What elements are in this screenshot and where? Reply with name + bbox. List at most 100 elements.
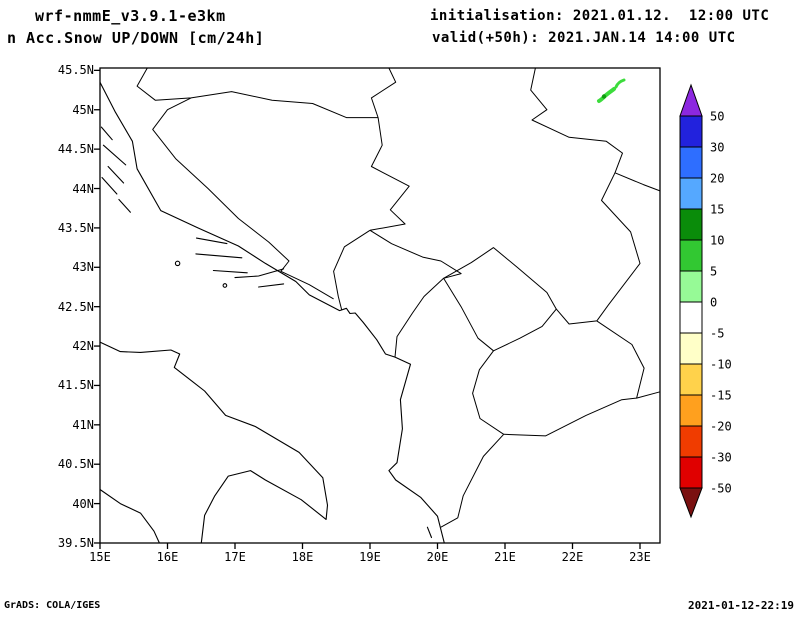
- lon-tick-label: 19E: [359, 550, 381, 564]
- colorbar-level-label: 15: [710, 203, 724, 217]
- lat-tick-label: 41.5N: [57, 378, 94, 393]
- colorbar-level-label: 10: [710, 234, 724, 248]
- map-frame: [99, 67, 661, 544]
- island-outline: [426, 526, 433, 539]
- island-outline: [100, 126, 113, 141]
- coastline-italy-tyrrhenian: [99, 489, 160, 544]
- coastline-east-adriatic: [99, 81, 445, 544]
- lon-tick-label: 15E: [89, 550, 111, 564]
- snow-accumulation-feature: [597, 78, 626, 103]
- colorbar-segment: [679, 363, 703, 396]
- lat-tick-label: 42.5N: [57, 299, 94, 314]
- island-outline: [102, 144, 127, 166]
- island-outline: [118, 198, 131, 213]
- border-serbia-bulgaria: [596, 172, 641, 322]
- colorbar: 50 30 20 15 10 5 0 -5 -10 -15 -20 -30 -50: [676, 80, 766, 530]
- map-plot: [94, 67, 661, 549]
- lat-tick-label: 41N: [72, 417, 94, 432]
- colorbar-level-label: 0: [710, 296, 717, 310]
- island-outline: [174, 260, 181, 267]
- colorbar-segment: [679, 456, 703, 489]
- lon-tick-label: 21E: [494, 550, 516, 564]
- colorbar-arrow-top: [679, 83, 703, 117]
- border-croatia-bosnia-west: [152, 97, 334, 300]
- colorbar-segment: [679, 332, 703, 365]
- snow-area-core: [601, 94, 607, 99]
- colorbar-segment: [679, 301, 703, 334]
- colorbar-level-label: -10: [710, 358, 732, 372]
- snow-area-light: [597, 87, 616, 103]
- adriatic-islands: [100, 126, 433, 539]
- border-serbia-montenegro: [369, 229, 462, 279]
- island-outline: [222, 283, 228, 288]
- border-macedonia-bulgaria: [596, 320, 645, 399]
- lon-tick-marks: [99, 543, 641, 549]
- border-albania-greece: [440, 433, 505, 528]
- lon-tick-label: 22E: [561, 550, 584, 564]
- lat-tick-label: 40.5N: [57, 457, 94, 472]
- colorbar-segment: [679, 115, 703, 148]
- colorbar-level-label: -5: [710, 327, 724, 341]
- grads-credit: GrADS: COLA/IGES: [4, 600, 101, 611]
- colorbar-segment: [679, 177, 703, 210]
- colorbar-arrow-bottom: [679, 487, 703, 519]
- border-drina: [369, 117, 410, 231]
- model-title: wrf-nmmE_v3.9.1-e3km: [35, 7, 226, 25]
- colorbar-segment: [679, 270, 703, 303]
- lat-tick-label: 43N: [72, 260, 94, 275]
- colorbar-segment: [679, 146, 703, 179]
- island-outline: [195, 253, 243, 259]
- lat-tick-label: 39.5N: [57, 535, 94, 550]
- colorbar-level-label: -20: [710, 420, 732, 434]
- lat-tick-label: 42N: [72, 339, 94, 354]
- lon-tick-label: 16E: [156, 550, 179, 564]
- lon-tick-label: 17E: [224, 550, 246, 564]
- colorbar-level-label: -50: [710, 482, 732, 496]
- colorbar-level-label: -15: [710, 389, 732, 403]
- border-albania-macedonia: [472, 350, 504, 435]
- colorbar-segment: [679, 239, 703, 272]
- border-montenegro-albania: [394, 277, 444, 358]
- border-kosovo: [443, 247, 557, 352]
- product-title: n Acc.Snow UP/DOWN [cm/24h]: [7, 29, 265, 47]
- border-croatia-serbia: [370, 67, 397, 118]
- colorbar-level-label: 50: [710, 110, 724, 124]
- lon-tick-label: 18E: [291, 550, 314, 564]
- country-borders: [136, 67, 661, 528]
- island-outline: [258, 283, 285, 288]
- border-bosnia-montenegro: [333, 229, 371, 311]
- initialisation-line: initialisation: 2021.01.12. 12:00 UTC: [430, 8, 770, 24]
- snow-area-light: [614, 78, 626, 89]
- lat-tick-marks: [94, 69, 100, 544]
- border-macedonia-greece: [503, 391, 661, 437]
- lon-tick-label: 23E: [629, 550, 651, 564]
- island-outline: [195, 237, 228, 245]
- creation-timestamp: 2021-01-12-22:19: [688, 599, 794, 612]
- colorbar-segment: [679, 208, 703, 241]
- valid-line: valid(+50h): 2021.JAN.14 14:00 UTC: [432, 30, 736, 46]
- island-outline: [101, 176, 118, 195]
- island-outline: [212, 269, 248, 274]
- colorbar-level-label: -30: [710, 451, 732, 465]
- border-serbia-romania: [530, 67, 661, 192]
- coastlines: [99, 81, 445, 544]
- island-outline: [107, 165, 125, 184]
- colorbar-level-label: 30: [710, 141, 724, 155]
- lat-tick-label: 45.5N: [57, 63, 94, 78]
- lat-tick-label: 44.5N: [57, 142, 94, 157]
- lat-tick-label: 40N: [72, 496, 94, 511]
- colorbar-level-label: 5: [710, 265, 717, 279]
- lat-tick-label: 43.5N: [57, 220, 94, 235]
- lon-tick-label: 20E: [426, 550, 449, 564]
- colorbar-segment: [679, 394, 703, 427]
- peninsula-outline: [234, 268, 285, 279]
- colorbar-segment: [679, 425, 703, 458]
- lat-tick-label: 45N: [72, 102, 94, 117]
- lat-tick-label: 44N: [72, 181, 94, 196]
- border-serbia-macedonia: [555, 308, 597, 325]
- border-sava-north: [136, 67, 379, 119]
- coastline-italy-adriatic: [99, 341, 329, 544]
- colorbar-level-label: 20: [710, 172, 724, 186]
